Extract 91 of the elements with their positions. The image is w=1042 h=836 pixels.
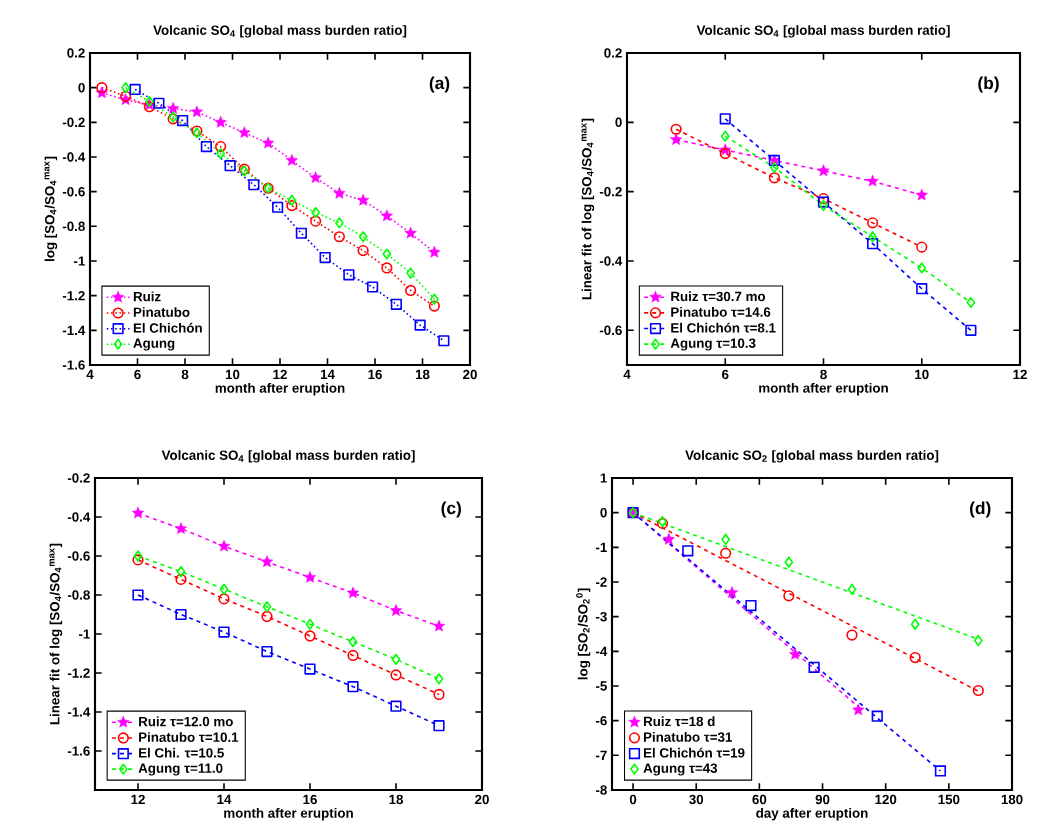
legend-label: El Chichón τ=19 (643, 747, 745, 758)
legend-label: Pinatubo τ=31 (643, 732, 732, 742)
chart-title: Volcanic SO$_{4}$ [global mass burden ratio] (161, 450, 415, 463)
y-tick-label: -2 (595, 577, 607, 587)
x-tick-label: 120 (875, 794, 897, 805)
legend-label: Pinatubo τ=10.1 (139, 732, 239, 742)
legend-label: Ruiz τ=12.0 mo (139, 716, 233, 727)
x-tick-label: 12 (273, 369, 287, 380)
x-axis-title: month after eruption (215, 382, 345, 396)
y-tick-label: -8 (595, 785, 607, 795)
x-tick-label: 16 (303, 794, 317, 805)
x-tick-label: 90 (815, 794, 830, 805)
y-tick-label: -0.6 (62, 186, 85, 197)
annotation: (d) (970, 501, 991, 518)
x-tick-label: 180 (1001, 794, 1023, 805)
y-tick-label: -5 (595, 681, 607, 691)
legend-label: Agung τ=43 (643, 763, 718, 776)
x-tick-label: 8 (181, 369, 189, 380)
y-axis-title: Linear fit of log [SO$_{4}$/SO$_{4}$$^{max}$] (49, 543, 63, 725)
annotation: (a) (429, 76, 450, 93)
y-tick-label: -0.4 (599, 256, 623, 266)
y-tick-label: 1 (600, 473, 607, 483)
y-tick-label: -0.8 (62, 221, 85, 232)
legend-label: Ruiz (133, 291, 161, 302)
y-axis-title: Linear fit of log [SO$_{4}$/SO$_{4}$$^{max}$] (581, 118, 595, 300)
y-tick-label: -1.4 (67, 707, 91, 717)
y-tick-label: -0.2 (599, 186, 622, 197)
y-tick-label: -1 (595, 542, 607, 552)
x-tick-label: 10 (915, 369, 929, 380)
y-tick-label: -0.6 (599, 325, 622, 336)
x-tick-label: 4 (86, 369, 94, 379)
x-tick-label: 14 (320, 369, 335, 379)
y-tick-label: -0.4 (67, 512, 91, 522)
y-tick-label: 0 (600, 507, 607, 518)
x-tick-label: 60 (752, 794, 767, 805)
legend-label: Agung τ=10.3 (670, 338, 756, 351)
y-tick-label: 0.2 (67, 48, 85, 58)
y-tick-label: -7 (595, 750, 607, 760)
y-tick-label: 0.2 (604, 48, 622, 58)
y-tick-label: -1.4 (62, 325, 86, 335)
legend-label: Agung τ=11.0 (138, 763, 223, 776)
y-tick-label: -0.2 (62, 117, 85, 128)
y-tick-label: -0.4 (62, 152, 86, 162)
x-axis-title: day after eruption (756, 807, 868, 821)
chart-title: Volcanic SO$_{4}$ [global mass burden ratio] (153, 25, 407, 38)
legend-label: Pinatubo (133, 307, 190, 317)
x-tick-label: 6 (722, 369, 729, 380)
x-tick-label: 0 (629, 794, 637, 805)
legend-label: Ruiz τ=18 d (643, 716, 715, 727)
x-tick-label: 12 (131, 794, 145, 805)
x-tick-label: 20 (463, 369, 477, 380)
y-tick-label: -6 (595, 715, 607, 726)
x-tick-label: 30 (689, 794, 704, 805)
y-tick-label: -1 (73, 256, 85, 266)
legend-label: Ruiz τ=30.7 mo (671, 291, 766, 302)
legend-label: Agung (133, 338, 175, 351)
y-tick-label: -1.6 (62, 360, 85, 370)
x-tick-label: 20 (475, 794, 489, 805)
x-tick-label: 14 (217, 794, 232, 804)
y-axis-title: log [SO$_{2}$/SO$_{2}$$^{0}$] (576, 588, 591, 680)
legend-label: Pinatubo τ=14.6 (671, 307, 771, 317)
y-tick-label: -0.2 (67, 473, 90, 483)
x-tick-label: 12 (1013, 369, 1027, 380)
y-tick-label: -0.6 (67, 551, 90, 561)
x-tick-label: 6 (134, 369, 141, 380)
legend-label: El Chi. τ=10.5 (139, 747, 224, 758)
y-tick-label: -1.6 (67, 746, 90, 756)
x-tick-label: 8 (820, 369, 827, 380)
y-tick-label: -0.8 (67, 590, 90, 600)
y-tick-label: -3 (595, 611, 607, 622)
x-tick-label: 4 (623, 369, 631, 379)
y-axis-title: log [SO$_{4}$/SO$_{4}$$^{max}$] (44, 156, 58, 261)
chart-title: Volcanic SO$_{4}$ [global mass burden ratio] (696, 25, 950, 38)
y-tick-label: -4 (595, 646, 608, 656)
legend-label: El Chichón (133, 322, 202, 333)
x-axis-title: month after eruption (759, 382, 888, 396)
chart-title: Volcanic SO$_{2}$ [global mass burden ratio] (685, 450, 939, 463)
x-tick-label: 18 (415, 369, 430, 380)
annotation: (b) (978, 76, 999, 93)
y-tick-label: -1.2 (62, 291, 85, 301)
x-tick-label: 150 (938, 794, 960, 805)
x-tick-label: 10 (225, 369, 240, 380)
x-tick-label: 16 (368, 369, 382, 380)
y-tick-label: 0 (615, 117, 622, 128)
annotation: (c) (441, 501, 461, 518)
legend-label: El Chichón τ=8.1 (671, 322, 776, 333)
y-tick-label: -1 (78, 629, 90, 639)
x-axis-title: month after eruption (224, 807, 353, 821)
y-tick-label: 0 (78, 82, 85, 93)
y-tick-label: -1.2 (67, 668, 90, 678)
x-tick-label: 18 (389, 794, 403, 805)
